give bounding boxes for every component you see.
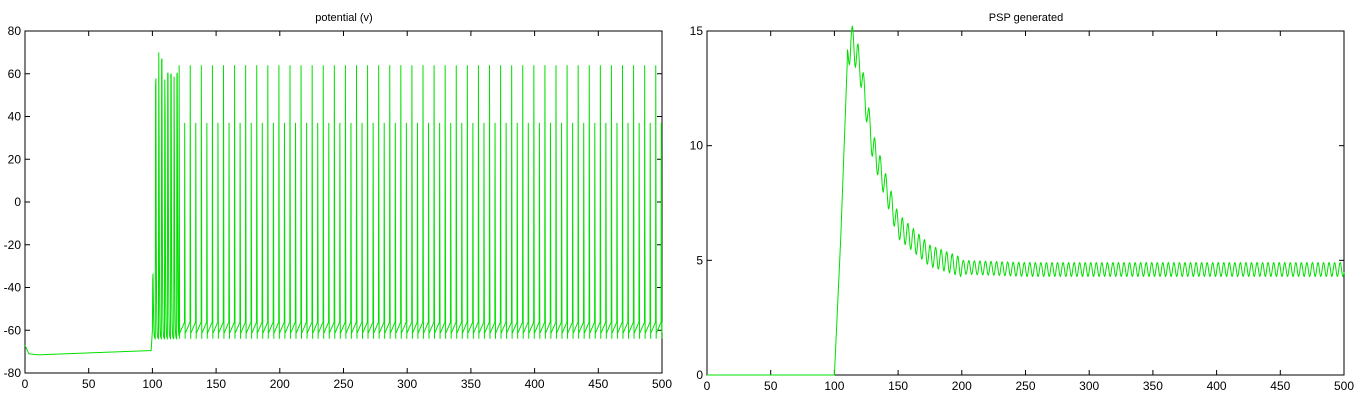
x-tick-label: 50 [764, 379, 778, 393]
x-tick-label: 300 [397, 377, 417, 391]
y-tick-label: 0 [14, 195, 21, 209]
y-tick-label: -80 [4, 366, 22, 380]
y-tick-label: -40 [4, 281, 22, 295]
y-tick-label: 60 [8, 67, 22, 81]
y-tick-label: 0 [696, 368, 703, 382]
x-tick-labels: 0 50 100 150 200 250 300 350 400 450 500 [704, 379, 1355, 393]
x-tick-label: 50 [82, 377, 96, 391]
y-tick-label: 80 [8, 24, 22, 38]
x-tick-label: 350 [1143, 379, 1163, 393]
y-tick-label: -60 [4, 323, 22, 337]
x-tick-labels: 0 50 100 150 200 250 300 350 400 450 500 [22, 377, 673, 391]
x-tick-label: 100 [824, 379, 844, 393]
y-tick-label: 10 [690, 139, 704, 153]
x-tick-label: 450 [1270, 379, 1290, 393]
chart-title: PSP generated [989, 12, 1063, 24]
psp-plot: PSP generated 0 50 100 150 200 250 300 350 400 45… [690, 12, 1355, 393]
y-tick-labels: -80 -60 -40 -20 0 20 40 60 80 [4, 24, 22, 380]
x-tick-label: 250 [333, 377, 353, 391]
y-tick-label: 20 [8, 152, 22, 166]
x-tick-label: 200 [952, 379, 972, 393]
x-tick-label: 150 [888, 379, 908, 393]
x-tick-label: 0 [22, 377, 29, 391]
x-tick-label: 500 [652, 377, 672, 391]
x-tick-label: 400 [525, 377, 545, 391]
y-tick-label: 5 [696, 253, 703, 267]
x-tick-label: 150 [206, 377, 226, 391]
series-line [24, 52, 663, 356]
y-tick-labels: 0 5 10 15 [690, 24, 704, 382]
axes-box [706, 30, 1345, 376]
x-tick-label: 450 [588, 377, 608, 391]
potential-plot: potential (v) 0 50 100 150 200 250 300 350 400 45… [4, 12, 673, 391]
x-tick-label: 250 [1015, 379, 1035, 393]
series-line [707, 25, 1345, 376]
axis-ticks [24, 30, 663, 374]
x-tick-label: 100 [142, 377, 162, 391]
y-tick-label: 15 [690, 24, 704, 38]
x-tick-label: 400 [1207, 379, 1227, 393]
x-tick-label: 500 [1334, 379, 1354, 393]
x-tick-label: 200 [270, 377, 290, 391]
y-tick-label: -20 [4, 238, 22, 252]
x-tick-label: 350 [461, 377, 481, 391]
chart-title: potential (v) [315, 12, 372, 24]
x-tick-label: 300 [1079, 379, 1099, 393]
y-tick-label: 40 [8, 110, 22, 124]
x-tick-label: 0 [704, 379, 711, 393]
